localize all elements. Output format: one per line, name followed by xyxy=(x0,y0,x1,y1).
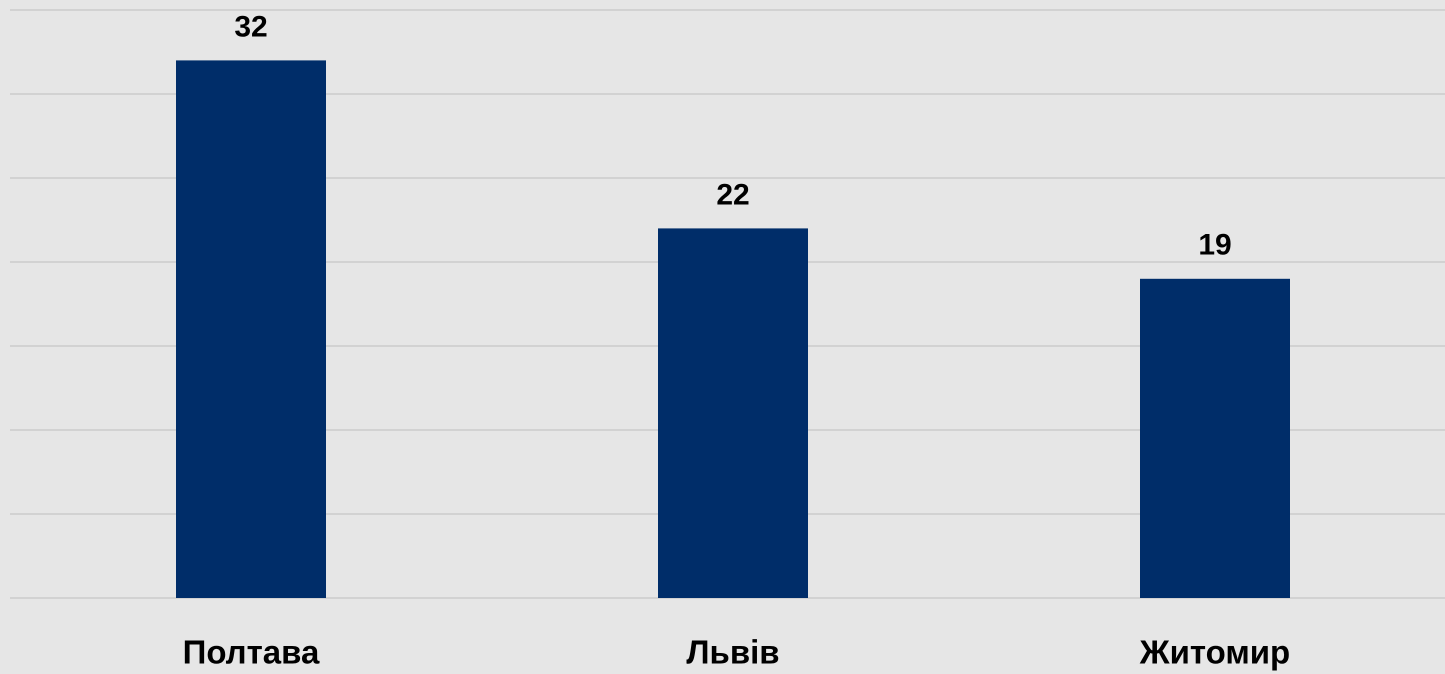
x-tick-label: Львів xyxy=(686,634,779,671)
value-label: 19 xyxy=(1198,229,1231,262)
bar xyxy=(176,60,326,598)
bar xyxy=(658,228,808,598)
bar xyxy=(1140,278,1290,598)
value-label: 22 xyxy=(716,178,749,211)
x-tick-label: Полтава xyxy=(183,634,320,671)
x-tick-label: Житомир xyxy=(1139,634,1290,671)
value-label: 32 xyxy=(234,10,267,43)
